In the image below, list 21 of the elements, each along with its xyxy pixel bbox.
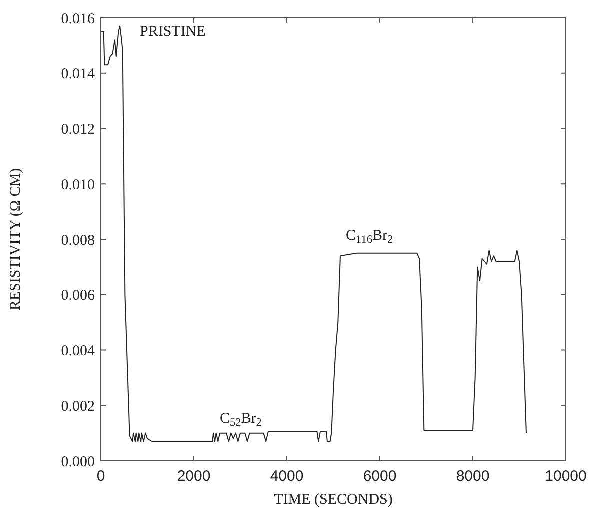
y-tick-label: 0.000 xyxy=(61,454,95,470)
line-series xyxy=(100,26,527,442)
y-tick-label: 0.016 xyxy=(61,11,96,28)
x-tick-label: 6000 xyxy=(363,468,397,485)
annotation: C$_{116}$Br$_{2}$ xyxy=(346,228,394,246)
x-tick-label: 4000 xyxy=(270,468,304,485)
annotation: C$_{52}$Br$_{2}$ xyxy=(220,411,262,430)
annotation: PRISTINE xyxy=(140,24,206,40)
y-tick-label: 0.008 xyxy=(61,232,95,249)
x-axis-title: TIME (SECONDS) xyxy=(274,492,393,508)
x-tick-label: 8000 xyxy=(456,468,490,485)
y-tick-label: 0.014 xyxy=(61,66,96,83)
y-tick-label: 0.010 xyxy=(61,177,95,194)
x-tick-label: 2000 xyxy=(177,468,211,485)
y-tick-label: 0.012 xyxy=(61,122,95,138)
x-tick-label: 0 xyxy=(96,468,106,485)
y-tick-label: 0.006 xyxy=(61,288,96,304)
y-axis-title: RESISTIVITY (Ω CM) xyxy=(8,168,24,311)
y-tick-label: 0.004 xyxy=(61,344,96,360)
y-tick-label: 0.002 xyxy=(61,398,95,415)
x-tick-label: 10000 xyxy=(545,468,587,485)
